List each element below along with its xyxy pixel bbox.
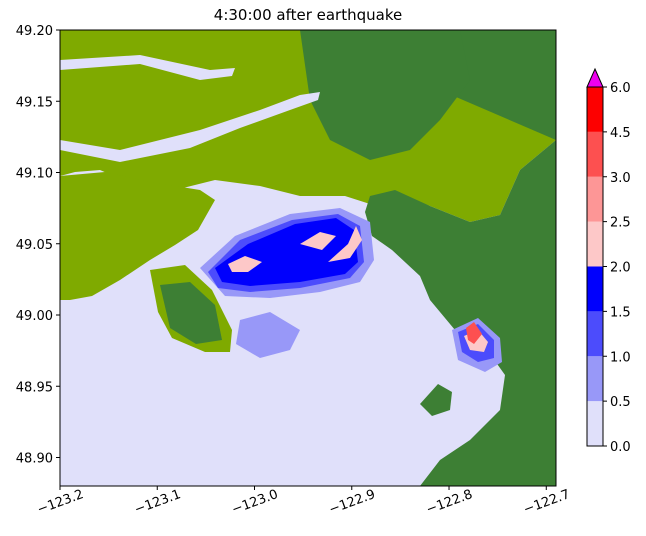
colorbar-tick-label: 6.0	[610, 81, 631, 96]
y-tick-label: 49.10	[16, 167, 53, 182]
x-tick-label: −122.7	[522, 487, 572, 518]
colorbar: 0.0 0.5 1.0 1.5 2.0 2.5 3.0 4.5 6.0	[586, 67, 631, 455]
colorbar-swatch	[587, 87, 603, 132]
colorbar-tick-label: 0.0	[610, 440, 631, 455]
y-axis: 48.90 48.95 49.00 49.05 49.10 49.15 49.20	[16, 24, 60, 467]
colorbar-extend-arrow	[586, 67, 604, 88]
river-main	[60, 92, 320, 162]
colorbar-swatch	[587, 311, 603, 357]
colorbar-tick-label: 2.5	[610, 216, 631, 231]
land-tsawwassen-high	[160, 282, 222, 344]
chart-title: 4:30:00 after earthquake	[213, 6, 403, 24]
flood-patch-1	[228, 256, 262, 272]
flood-zone-south-low	[258, 360, 280, 386]
colorbar-tick-label: 0.5	[610, 395, 631, 410]
colorbar-swatch	[587, 221, 603, 267]
land-upland-east	[300, 30, 556, 486]
land-upland-north	[300, 30, 470, 160]
land-lowland-west	[60, 172, 215, 300]
flood-zone-south	[236, 312, 300, 358]
flood-patch-3	[328, 226, 362, 262]
x-tick-label: −122.8	[424, 487, 474, 518]
colorbar-tick-label: 3.0	[610, 171, 631, 186]
x-tick-label: −123.1	[133, 487, 183, 518]
x-tick-label: −123.2	[35, 487, 85, 518]
plot-frame	[59, 29, 557, 487]
colorbar-tick-label: 1.0	[610, 350, 631, 365]
colorbar-tick-label: 2.0	[610, 261, 631, 276]
river-north-arm	[60, 55, 235, 80]
colorbar-swatch	[587, 266, 603, 312]
y-tick-label: 48.90	[16, 452, 53, 467]
land-white-rock	[420, 384, 452, 416]
x-tick-label: −122.9	[327, 487, 377, 518]
y-tick-label: 48.95	[16, 380, 53, 395]
x-axis: −123.2 −123.1 −123.0 −122.9 −122.8 −122.7	[35, 486, 572, 518]
y-tick-label: 49.20	[16, 24, 53, 39]
flood-patch-2	[300, 232, 336, 250]
y-tick-label: 49.00	[16, 309, 53, 324]
y-tick-label: 49.15	[16, 95, 53, 110]
colorbar-swatch	[587, 131, 603, 177]
colorbar-swatch	[587, 401, 603, 446]
colorbar-tick-label: 4.5	[610, 126, 631, 141]
map-plot-area	[60, 30, 556, 486]
colorbar-swatch	[587, 356, 603, 402]
x-tick-label: −123.0	[230, 487, 280, 518]
colorbar-tick-label: 1.5	[610, 305, 631, 320]
flood-zone-mudbay-4.5	[466, 322, 482, 344]
y-tick-label: 49.05	[16, 238, 53, 253]
colorbar-swatch	[587, 176, 603, 222]
